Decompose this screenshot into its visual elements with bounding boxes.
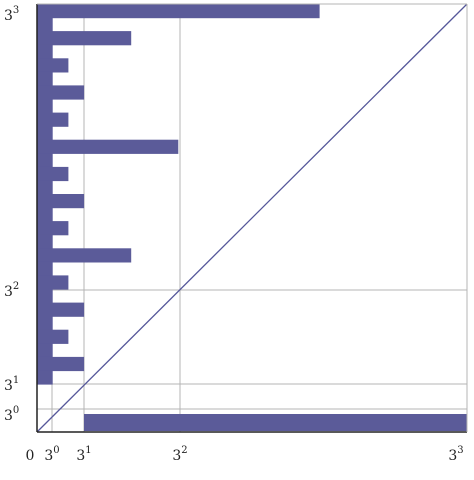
axes xyxy=(36,3,468,433)
row-bar xyxy=(37,289,53,304)
diagonal-layer xyxy=(36,3,468,433)
row-bar xyxy=(37,275,69,290)
row-bar xyxy=(37,329,69,344)
row-bar xyxy=(37,58,69,73)
tick-labels: 0 30 31 32 33 30 31 32 33 xyxy=(4,5,464,464)
row-bar xyxy=(37,302,85,317)
row-bar xyxy=(37,4,320,19)
x-tick-label: 33 xyxy=(448,445,463,464)
row-bar xyxy=(37,139,179,154)
row-bar xyxy=(37,356,85,372)
row-bar xyxy=(37,261,53,277)
x-tick-label: 30 xyxy=(44,445,59,464)
x-tick-label: 32 xyxy=(172,445,187,464)
row-bar xyxy=(37,221,69,236)
row-bar xyxy=(37,112,69,127)
row-bar xyxy=(37,343,53,358)
y-tick-label: 32 xyxy=(4,281,19,300)
bottom-bar xyxy=(84,414,467,431)
row-bar xyxy=(37,370,53,385)
y-tick-label: 33 xyxy=(4,5,19,24)
row-bar xyxy=(37,234,53,249)
row-bar xyxy=(37,99,53,114)
row-bar xyxy=(37,17,53,32)
x-tick-label: 0 xyxy=(26,448,35,464)
row-bar xyxy=(37,44,53,59)
bars xyxy=(37,4,467,431)
row-bar xyxy=(37,207,53,222)
row-bar xyxy=(37,248,132,263)
y-tick-label: 30 xyxy=(4,405,19,424)
row-bar xyxy=(37,126,53,141)
row-bar xyxy=(37,31,132,46)
row-bar xyxy=(37,71,53,87)
y-tick-label: 31 xyxy=(4,375,19,394)
row-bar xyxy=(37,180,53,195)
diagonal-line xyxy=(36,3,468,433)
x-tick-label: 31 xyxy=(76,445,91,464)
row-bar xyxy=(37,153,53,168)
row-bar xyxy=(37,194,85,209)
row-bar xyxy=(37,166,69,182)
row-bar xyxy=(37,316,53,331)
row-bar xyxy=(37,85,85,100)
